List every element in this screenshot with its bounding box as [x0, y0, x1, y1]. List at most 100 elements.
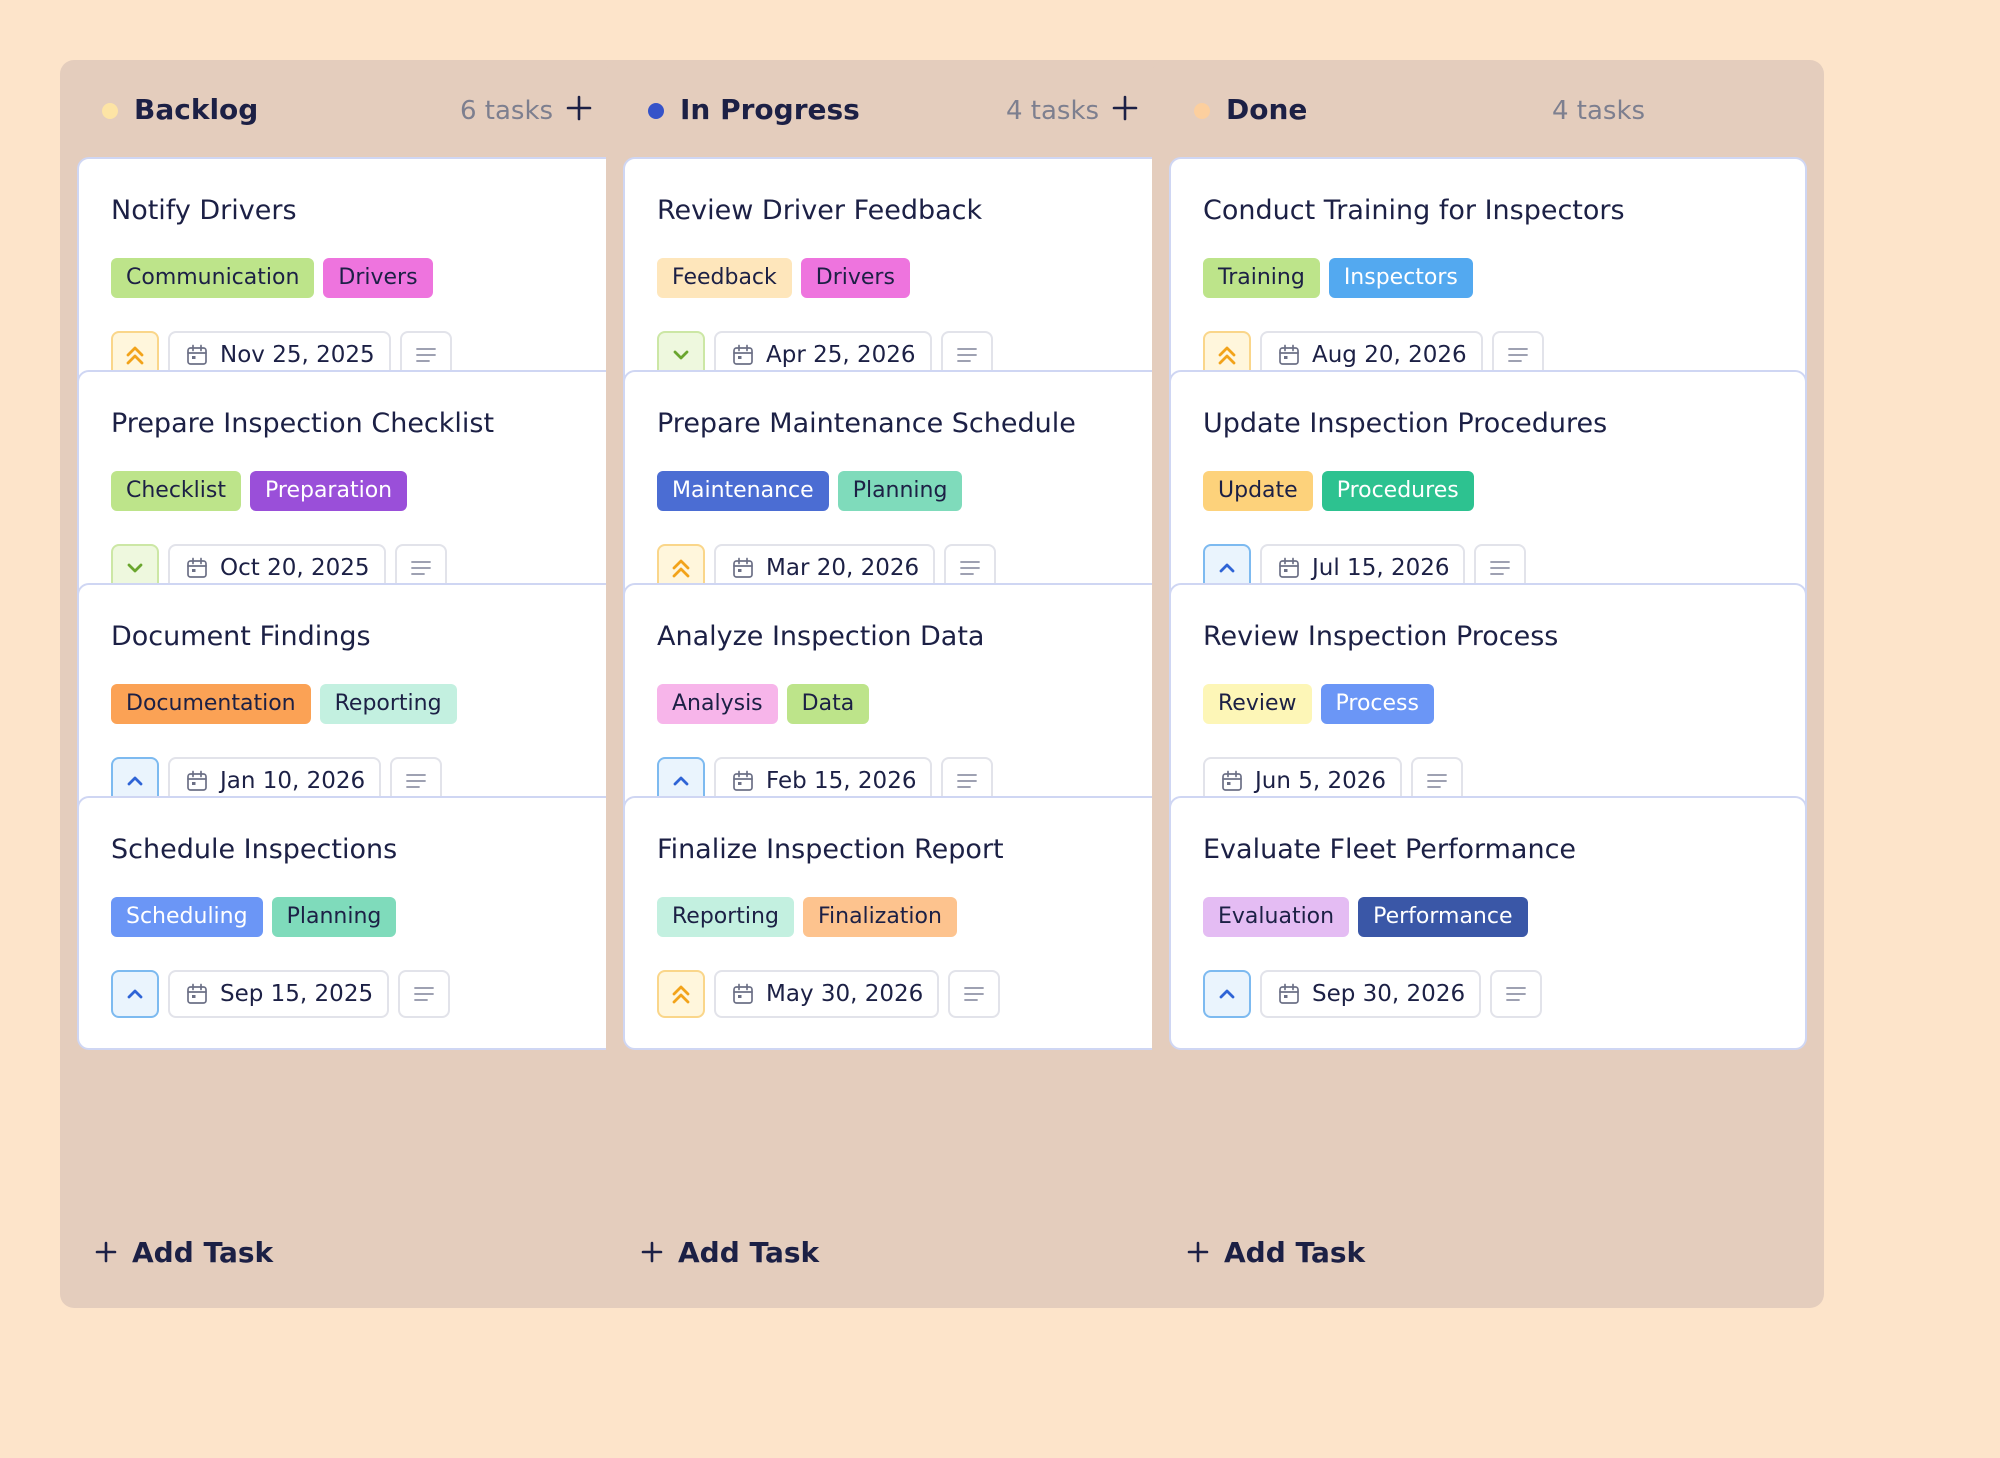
add-task-button[interactable]: Add Task	[1186, 1230, 1365, 1274]
add-task-label: Add Task	[132, 1235, 274, 1269]
small-plus-icon	[1186, 1240, 1210, 1264]
calendar-icon	[1278, 983, 1300, 1005]
tag-planning: Planning	[271, 897, 397, 937]
due-date-text: Jun 5, 2026	[1255, 768, 1387, 794]
tag-list: Update Procedures	[1203, 471, 1474, 511]
task-title: Prepare Inspection Checklist	[111, 408, 495, 439]
tag-analysis: Analysis	[657, 684, 778, 724]
column-header: Backlog 6 tasks	[60, 60, 732, 157]
tag-evaluation: Evaluation	[1203, 897, 1350, 937]
due-date-text: Sep 30, 2026	[1312, 981, 1466, 1007]
chevron-up-icon	[1215, 982, 1239, 1006]
tag-feedback: Feedback	[657, 258, 792, 298]
notes-icon	[1489, 559, 1511, 577]
calendar-icon	[1278, 557, 1300, 579]
tag-reporting: Reporting	[657, 897, 794, 937]
due-date-text: Apr 25, 2026	[766, 342, 916, 368]
task-title: Analyze Inspection Data	[657, 621, 985, 652]
due-date-button[interactable]: Nov 25, 2025	[168, 331, 391, 379]
tag-documentation: Documentation	[111, 684, 311, 724]
column-done: Done 4 tasks Conduct Training for Inspecto…	[1152, 60, 1824, 1308]
column-header: In Progress 4 tasks	[606, 60, 1278, 157]
column-status-dot	[648, 103, 664, 119]
tag-procedures: Procedures	[1321, 471, 1474, 511]
notes-icon	[959, 559, 981, 577]
card-list: Conduct Training for Inspectors Training I…	[1169, 157, 1807, 1204]
chevron-down-icon	[669, 343, 693, 367]
task-title: Review Inspection Process	[1203, 621, 1559, 652]
notes-icon	[1426, 772, 1448, 790]
tag-reporting: Reporting	[319, 684, 457, 724]
task-meta: Mar 20, 2026	[657, 544, 997, 592]
tag-list: Evaluation Performance	[1203, 897, 1528, 937]
task-title: Document Findings	[111, 621, 371, 652]
task-title: Review Driver Feedback	[657, 195, 983, 226]
priority-button[interactable]	[1203, 970, 1251, 1018]
calendar-icon	[732, 557, 754, 579]
description-button[interactable]	[398, 970, 451, 1018]
notes-icon	[413, 985, 435, 1003]
tag-inspectors: Inspectors	[1328, 258, 1473, 298]
add-task-label: Add Task	[1224, 1235, 1366, 1269]
column-title: Backlog	[134, 93, 259, 126]
column-header: Done 4 tasks	[1152, 60, 1824, 157]
notes-icon	[963, 985, 985, 1003]
double-chevron-up-icon	[669, 556, 693, 580]
calendar-icon	[186, 983, 208, 1005]
chevron-down-icon	[123, 556, 147, 580]
tag-maintenance: Maintenance	[657, 471, 829, 511]
tag-checklist: Checklist	[111, 471, 241, 511]
due-date-text: Jul 15, 2026	[1312, 555, 1450, 581]
chevron-up-icon	[1215, 556, 1239, 580]
tag-list: Checklist Preparation	[111, 471, 408, 511]
due-date-text: Mar 20, 2026	[766, 555, 920, 581]
task-card[interactable]: Evaluate Fleet Performance Evaluation Perf…	[1169, 796, 1807, 1050]
tag-drivers: Drivers	[800, 258, 910, 298]
task-meta: Sep 30, 2026	[1203, 970, 1543, 1018]
calendar-icon	[186, 344, 208, 366]
column-status-dot	[102, 103, 118, 119]
task-card[interactable]: Conduct Training for Inspectors Training I…	[1169, 157, 1807, 411]
tag-list: Documentation Reporting	[111, 684, 457, 724]
priority-button[interactable]	[657, 970, 705, 1018]
description-button[interactable]	[1490, 970, 1543, 1018]
chevron-up-icon	[123, 769, 147, 793]
notes-icon	[1507, 346, 1529, 364]
due-date-text: Sep 15, 2025	[220, 981, 374, 1007]
due-date-button[interactable]: May 30, 2026	[714, 970, 940, 1018]
task-title: Finalize Inspection Report	[657, 834, 1004, 865]
double-chevron-up-icon	[123, 343, 147, 367]
tag-training: Training	[1203, 258, 1320, 298]
add-task-button[interactable]: Add Task	[94, 1230, 273, 1274]
description-button[interactable]	[948, 970, 1001, 1018]
tag-performance: Performance	[1358, 897, 1528, 937]
task-title: Schedule Inspections	[111, 834, 398, 865]
column-task-count: 4 tasks	[1552, 96, 1646, 126]
due-date-button[interactable]: Sep 30, 2026	[1260, 970, 1482, 1018]
calendar-icon	[186, 557, 208, 579]
task-meta: Sep 15, 2025	[111, 970, 451, 1018]
column-task-count: 4 tasks	[1006, 96, 1100, 126]
plus-icon	[565, 94, 593, 122]
add-card-button[interactable]	[557, 86, 601, 130]
notes-icon	[956, 772, 978, 790]
task-card[interactable]: Review Inspection Process Review Process Ju…	[1169, 583, 1807, 837]
tag-preparation: Preparation	[250, 471, 408, 511]
column-title: Done	[1226, 93, 1308, 126]
small-plus-icon	[640, 1240, 664, 1264]
add-card-button[interactable]	[1103, 86, 1147, 130]
due-date-text: Jan 10, 2026	[220, 768, 366, 794]
tag-list: Reporting Finalization	[657, 897, 957, 937]
due-date-text: Nov 25, 2025	[220, 342, 375, 368]
double-chevron-up-icon	[1215, 343, 1239, 367]
task-title: Prepare Maintenance Schedule	[657, 408, 1076, 439]
notes-icon	[405, 772, 427, 790]
tag-planning: Planning	[837, 471, 963, 511]
tag-list: Review Process	[1203, 684, 1434, 724]
priority-button[interactable]	[111, 970, 159, 1018]
tag-list: Maintenance Planning	[657, 471, 963, 511]
notes-icon	[410, 559, 432, 577]
add-task-button[interactable]: Add Task	[640, 1230, 819, 1274]
tag-list: Training Inspectors	[1203, 258, 1473, 298]
due-date-button[interactable]: Sep 15, 2025	[168, 970, 390, 1018]
